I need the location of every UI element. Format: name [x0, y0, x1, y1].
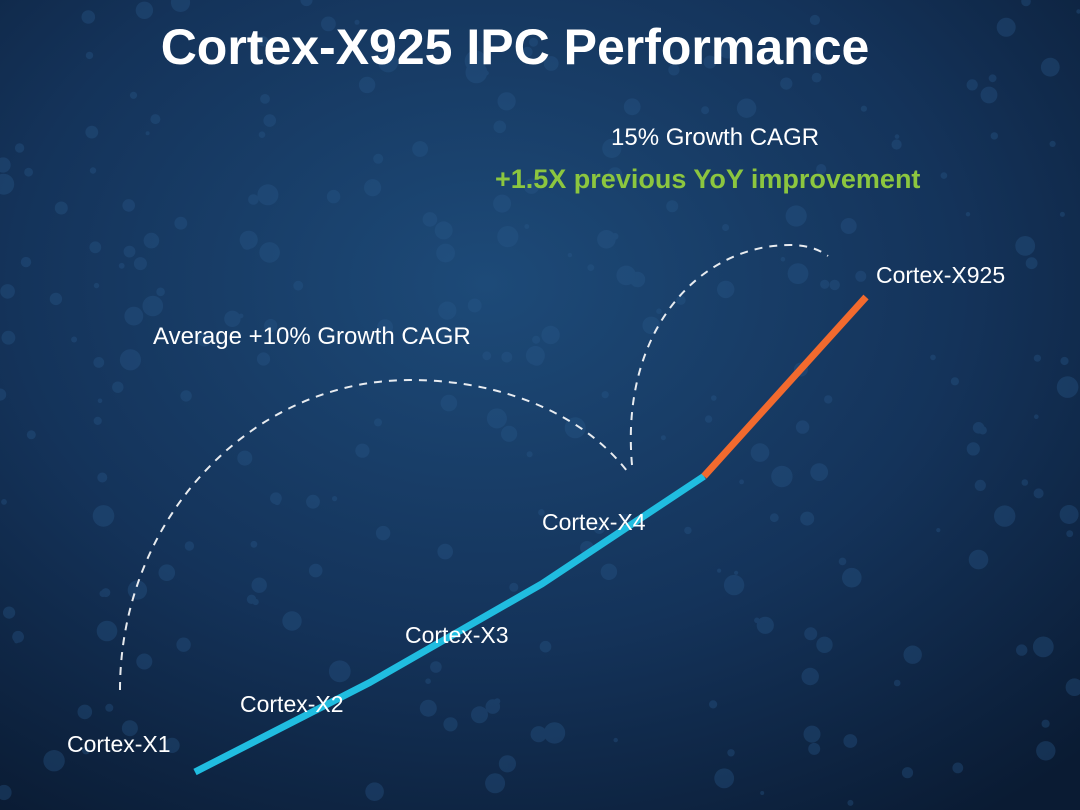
series-segment-1	[193, 473, 706, 776]
point-label-3: Cortex-X3	[405, 622, 509, 648]
point-label-4: Cortex-X4	[542, 509, 646, 535]
point-label-5: Cortex-X925	[876, 262, 1005, 288]
point-label-1: Cortex-X1	[67, 731, 171, 757]
point-label-2: Cortex-X2	[240, 691, 344, 717]
dashed-arc-average	[119, 378, 631, 691]
series-segment-2	[701, 294, 869, 479]
annotation-average-growth: Average +10% Growth CAGR	[153, 323, 471, 350]
chart-title: Cortex-X925 IPC Performance	[160, 19, 870, 75]
annotation-growth-cagr: 15% Growth CAGR	[611, 124, 820, 151]
dashed-arc-recent	[629, 243, 829, 466]
annotation-yoy-improvement: +1.5X previous YoY improvement	[495, 164, 921, 194]
